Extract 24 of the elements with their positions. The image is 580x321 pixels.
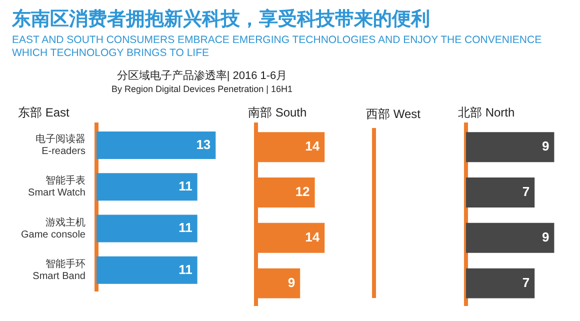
data-label: 14 <box>305 138 320 154</box>
chart-title: 东部 East <box>18 106 70 120</box>
text: 分区域电子产品渗透率| 2016 1-6月 <box>116 70 288 83</box>
data-label: 7 <box>522 274 530 290</box>
text: EAST AND SOUTH CONSUMERS EMBRACE EMERGING TECHNOLOGIES AND ENJOY THE CONVENIENCE WHICH TECHNOLOGY BRINGS TO LIFE <box>12 34 543 60</box>
text: 西部 West <box>366 106 420 123</box>
data-label: 12 <box>295 184 310 200</box>
data-label: 11 <box>178 220 192 236</box>
chart-title: 北部 North <box>458 106 515 120</box>
text: 东南区消费者拥抱新兴科技，享受科技带来的便利 <box>12 8 431 32</box>
y-tick-label: 智能手环 Smart Band <box>32 258 86 282</box>
data-label: 9 <box>542 229 550 244</box>
data-label: 11 <box>178 262 192 277</box>
y-tick-label: 电子阅读器 E-readers <box>35 132 86 157</box>
data-label: 11 <box>178 178 192 194</box>
chart-title: 南部 South <box>248 106 307 120</box>
y-tick-label: 游戏主机 Game console <box>20 216 86 240</box>
y-tick-label: 智能手表 Smart Watch <box>28 174 86 199</box>
text: By Region Digital Devices Penetration | 16H1 <box>110 83 294 96</box>
data-label: 7 <box>522 184 530 200</box>
data-label: 9 <box>542 138 550 154</box>
data-label: 14 <box>305 229 320 244</box>
data-label: 9 <box>288 274 296 290</box>
data-label: 13 <box>196 136 211 152</box>
